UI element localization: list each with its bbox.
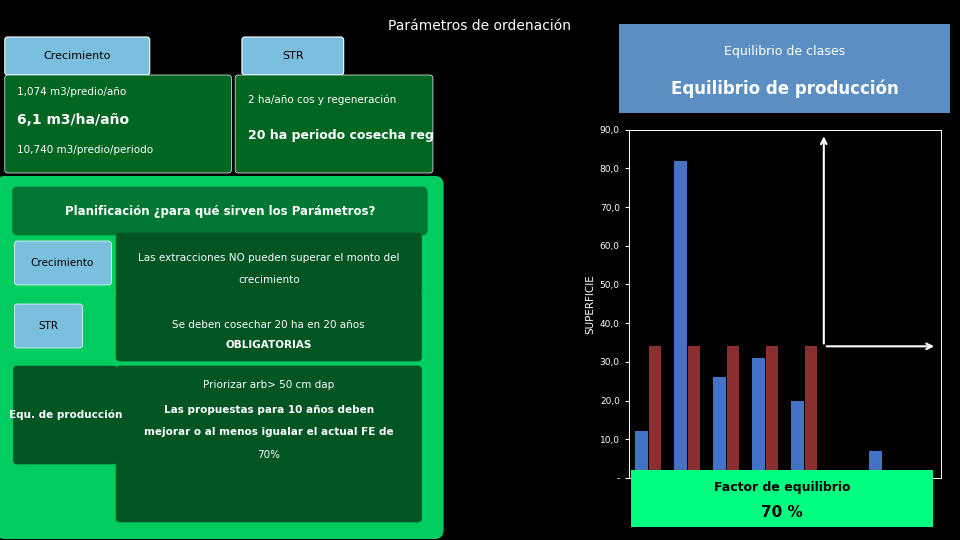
Bar: [791, 401, 804, 478]
Text: Priorizar arb> 50 cm dap: Priorizar arb> 50 cm dap: [204, 380, 334, 390]
Bar: [727, 346, 739, 478]
Bar: [804, 346, 817, 478]
Text: OBLIGATORIAS: OBLIGATORIAS: [226, 340, 312, 350]
FancyBboxPatch shape: [13, 366, 117, 464]
FancyBboxPatch shape: [14, 304, 83, 348]
FancyBboxPatch shape: [116, 293, 421, 361]
FancyBboxPatch shape: [235, 75, 433, 173]
Text: 6,1 m3/ha/año: 6,1 m3/ha/año: [17, 113, 130, 127]
Text: Equ. de producción: Equ. de producción: [9, 410, 122, 420]
Text: 1,074 m3/predio/año: 1,074 m3/predio/año: [17, 87, 127, 97]
Text: 70 %: 70 %: [761, 505, 803, 520]
Text: STR: STR: [282, 51, 303, 61]
Bar: [766, 346, 779, 478]
Bar: [636, 431, 648, 478]
FancyBboxPatch shape: [0, 177, 443, 538]
Text: Las extracciones NO pueden superar el monto del: Las extracciones NO pueden superar el mo…: [138, 253, 399, 263]
FancyBboxPatch shape: [606, 21, 960, 117]
Text: 10,740 m3/predio/periodo: 10,740 m3/predio/periodo: [17, 145, 154, 155]
FancyBboxPatch shape: [116, 233, 421, 296]
Text: Parámetros de ordenación: Parámetros de ordenación: [389, 19, 571, 33]
Text: 20 ha periodo cosecha reg: 20 ha periodo cosecha reg: [248, 129, 434, 141]
Bar: [713, 377, 726, 478]
Bar: [870, 451, 882, 478]
FancyBboxPatch shape: [5, 75, 231, 173]
Bar: [675, 160, 687, 478]
X-axis label: CLASES DE DAP: CLASES DE DAP: [744, 501, 826, 511]
Text: Crecimiento: Crecimiento: [31, 258, 94, 268]
Bar: [753, 358, 765, 478]
Text: Equilibrio de clases: Equilibrio de clases: [724, 44, 846, 58]
Bar: [649, 346, 661, 478]
Text: Las propuestas para 10 años deben: Las propuestas para 10 años deben: [164, 405, 373, 415]
FancyBboxPatch shape: [618, 468, 946, 529]
Text: STR: STR: [38, 321, 58, 331]
Text: Equilibrio de producción: Equilibrio de producción: [671, 79, 899, 98]
Bar: [687, 346, 700, 478]
Text: Crecimiento: Crecimiento: [43, 51, 110, 61]
Y-axis label: SUPERFICIE: SUPERFICIE: [586, 274, 595, 334]
Text: 2 ha/año cos y regeneración: 2 ha/año cos y regeneración: [248, 94, 396, 105]
Text: 70%: 70%: [257, 450, 280, 460]
Text: Factor de equilibrio: Factor de equilibrio: [713, 482, 851, 495]
FancyBboxPatch shape: [5, 37, 150, 75]
Text: Planificación ¿para qué sirven los Parámetros?: Planificación ¿para qué sirven los Parám…: [64, 205, 375, 218]
Text: crecimiento: crecimiento: [238, 275, 300, 285]
FancyBboxPatch shape: [14, 241, 111, 285]
FancyBboxPatch shape: [116, 366, 421, 522]
Text: mejorar o al menos igualar el actual FE de: mejorar o al menos igualar el actual FE …: [144, 427, 394, 437]
FancyBboxPatch shape: [242, 37, 344, 75]
FancyBboxPatch shape: [12, 187, 427, 235]
Text: Se deben cosechar 20 ha en 20 años: Se deben cosechar 20 ha en 20 años: [173, 320, 365, 330]
